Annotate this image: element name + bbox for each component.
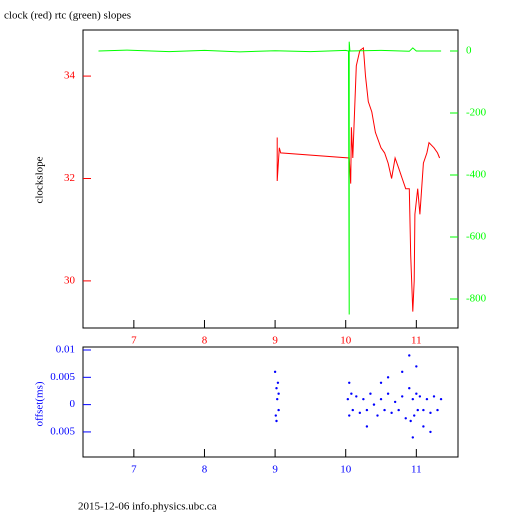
data-point bbox=[386, 392, 390, 395]
x-tick-label: 9 bbox=[272, 464, 278, 476]
y2-tick-label: -400 bbox=[466, 169, 487, 181]
data-point bbox=[397, 408, 400, 412]
data-point bbox=[422, 425, 425, 428]
x-tick-label: 7 bbox=[131, 335, 137, 347]
data-point bbox=[277, 408, 280, 412]
x-tick-label: 11 bbox=[411, 335, 422, 347]
data-point bbox=[276, 397, 279, 401]
data-point bbox=[379, 397, 383, 401]
data-point bbox=[379, 381, 383, 384]
y-tick-label: 0 bbox=[70, 398, 76, 410]
x-tick-label: 9 bbox=[272, 335, 278, 347]
data-point bbox=[411, 436, 415, 439]
data-point bbox=[365, 425, 369, 428]
y2-tick-label: -200 bbox=[466, 107, 487, 119]
plot-frame bbox=[82, 29, 459, 329]
data-point bbox=[277, 392, 280, 395]
x-tick-label: 8 bbox=[202, 464, 208, 476]
data-point bbox=[429, 430, 432, 434]
data-point bbox=[411, 397, 415, 401]
plot-frame bbox=[82, 346, 459, 458]
chart-title: clock (red) rtc (green) slopes bbox=[4, 10, 131, 22]
data-point bbox=[404, 417, 407, 420]
data-point bbox=[401, 395, 404, 398]
y-tick-label: 0.01 bbox=[56, 344, 75, 356]
data-point bbox=[432, 395, 436, 398]
data-point bbox=[348, 414, 351, 417]
data-point bbox=[358, 411, 362, 415]
data-point bbox=[350, 392, 353, 395]
x-tick-label: 8 bbox=[202, 335, 208, 347]
data-point bbox=[275, 387, 278, 390]
data-point bbox=[386, 376, 390, 379]
data-point bbox=[401, 370, 404, 374]
data-point bbox=[429, 411, 432, 415]
y-tick-label: 34 bbox=[64, 70, 76, 82]
y-tick-label: 30 bbox=[64, 274, 76, 286]
data-point bbox=[351, 408, 354, 412]
data-point bbox=[390, 411, 393, 415]
y-tick-label: 0.005 bbox=[50, 371, 75, 383]
data-point bbox=[415, 365, 418, 368]
data-point bbox=[416, 408, 419, 412]
data-point bbox=[439, 397, 443, 401]
y2-tick-label: -800 bbox=[466, 293, 487, 305]
y2-tick-label: 0 bbox=[466, 45, 472, 57]
y-tick-label: 0.005 bbox=[50, 425, 75, 437]
data-point bbox=[365, 408, 369, 412]
x-tick-label: 7 bbox=[131, 464, 137, 476]
data-point bbox=[383, 408, 386, 412]
y-axis-label: clockslope bbox=[34, 156, 46, 203]
x-tick-label: 11 bbox=[411, 464, 422, 476]
y-tick-label: 32 bbox=[64, 172, 75, 184]
data-point bbox=[393, 400, 397, 404]
data-line bbox=[98, 41, 442, 315]
x-tick-label: 10 bbox=[340, 335, 352, 347]
data-point bbox=[422, 408, 425, 412]
data-point bbox=[275, 419, 278, 423]
y2-tick-label: -600 bbox=[466, 231, 487, 243]
data-point bbox=[348, 381, 351, 384]
data-point bbox=[436, 408, 439, 412]
data-point bbox=[376, 414, 379, 417]
data-point bbox=[408, 354, 411, 357]
footer: 2015-12-06 info.physics.ubc.ca bbox=[78, 501, 217, 512]
data-point bbox=[418, 395, 422, 398]
data-point bbox=[409, 419, 412, 423]
data-point bbox=[355, 395, 358, 398]
x-tick-label: 10 bbox=[340, 464, 352, 476]
data-point bbox=[415, 392, 418, 395]
data-point bbox=[372, 403, 376, 406]
data-point bbox=[425, 397, 429, 401]
data-point bbox=[346, 397, 350, 401]
data-point bbox=[362, 397, 365, 401]
data-point bbox=[413, 414, 416, 417]
data-line bbox=[276, 46, 441, 312]
y-axis-label: offset(ms) bbox=[34, 381, 46, 426]
data-point bbox=[276, 381, 280, 384]
data-point bbox=[369, 392, 372, 395]
data-point bbox=[408, 387, 411, 390]
data-point bbox=[274, 414, 277, 417]
data-point bbox=[273, 370, 277, 374]
